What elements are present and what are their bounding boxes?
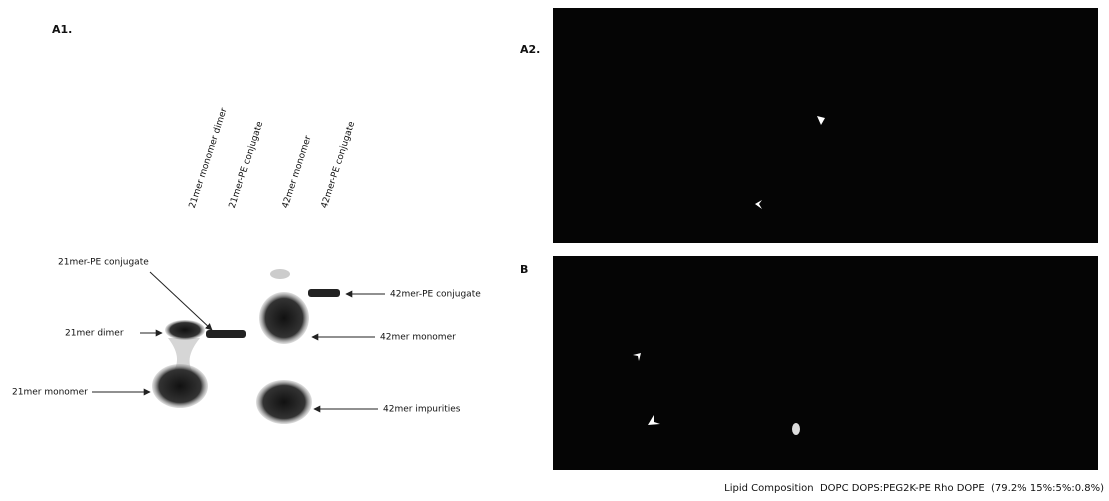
annotation: 21mer dimer <box>65 329 124 339</box>
figure: A1. 21mer monomer dimer 21mer-PE conjuga… <box>0 0 1109 501</box>
annotation: 21mer-PE conjugate <box>58 258 149 268</box>
annotation: 42mer monomer <box>380 333 456 343</box>
annotation: 42mer impurities <box>383 405 461 415</box>
lane-label: 21mer-PE conjugate <box>228 120 266 210</box>
panel-label: A1. <box>52 23 72 36</box>
annotation: 21mer monomer <box>12 388 88 398</box>
gel <box>152 269 340 424</box>
lane-label: 21mer monomer dimer <box>188 107 230 210</box>
panel-label: A2. <box>520 43 540 56</box>
annotation: 42mer-PE conjugate <box>390 290 481 300</box>
panel-label: B <box>520 263 528 276</box>
micrograph <box>553 256 1098 470</box>
lane-label: 42mer-PE conjugate <box>320 120 358 210</box>
caption: Lipid Composition DOPC DOPS:PEG2K-PE Rho… <box>724 483 1104 494</box>
micrograph <box>553 8 1098 243</box>
lane-label: 42mer monomer <box>281 134 314 209</box>
marker <box>792 423 800 435</box>
